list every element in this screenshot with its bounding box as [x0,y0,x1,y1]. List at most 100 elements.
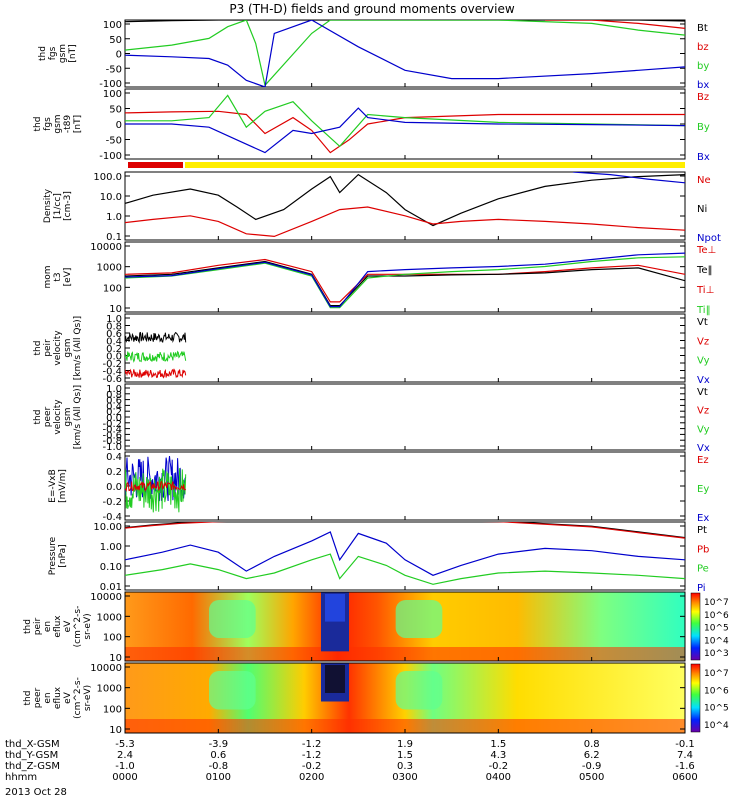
ylabel-line: peer [33,687,43,708]
ytick-label: 1000 [97,612,122,623]
legend-Te⊥: Te⊥ [696,245,716,256]
ylabel-line: en [43,621,53,632]
colorbar-label: 10^7 [704,669,729,679]
ylabel-line: peir [43,339,53,357]
plasma-blob [209,671,256,710]
ylabel-line: eflux [53,686,63,709]
legend-Vx: Vx [697,375,710,386]
time-axis-value: 2.4 [117,750,133,761]
legend-Vy: Vy [697,356,710,367]
series-Pt [125,522,685,539]
colorbar-label: 10^6 [704,686,729,696]
ytick-label: 10000 [90,592,122,603]
time-axis-value: 0300 [392,772,417,783]
series-Npot [125,252,685,308]
ytick-label: 1000 [97,684,122,695]
time-axis-value: 0000 [112,772,137,783]
ytick-label: 10000 [90,663,122,674]
ylabel-line: thd [33,410,43,425]
colorbar-label: 10^3 [704,649,729,659]
ylabel-line: peer [43,406,53,427]
time-axis-value: 4.3 [490,750,506,761]
plasma-blob [395,671,443,710]
legend-Npot: Npot [697,233,721,244]
time-axis-value: 0.3 [397,761,413,772]
series-Vy [125,350,187,363]
legend-Vz: Vz [697,406,709,417]
ytick-label: -0.2 [102,497,122,508]
ylabel-line: gsm [63,407,73,426]
ytick-label: 0.0 [106,352,122,363]
legend-Bx: Bx [697,152,710,163]
series-Bz [125,110,685,154]
ytick-label: 0.2 [106,344,122,355]
ytick-label: -1.0 [102,442,122,453]
series-Pi [125,531,685,576]
time-axis-value: -1.2 [302,739,322,750]
plot-area-temp [125,252,685,309]
ylabel-line: eflux [53,615,63,638]
series-Ey [125,468,187,513]
ytick-label: -100 [99,79,122,90]
ytick-label: 0.01 [100,582,122,593]
ytick-label: 0.4 [106,452,122,463]
ytick-label: 100 [103,283,122,294]
ylabel-line: velocity [53,330,63,366]
low-energy-band [125,647,685,661]
ylabel-line: [eV] [63,268,73,287]
ytick-label: 1.0 [106,314,122,325]
ytick-label: 1.0 [106,384,122,395]
ylabel-line: sr-eV) [83,685,93,711]
ylabel-line: eV [63,620,73,633]
legend-Ni: Ni [697,204,707,215]
ytick-label: 0.2 [106,407,122,418]
ylabel-line: (cm^2-s- [73,677,83,719]
ytick-label: -0.4 [102,512,122,523]
plot-area-vpeir [125,331,187,379]
time-axis-value: 0500 [579,772,604,783]
mode-bar [128,162,685,168]
panel-ion_spec: 10000 1000 100 10 thd peir en eflux eV (cm^2-s-sr… [23,591,729,664]
plot-area-pressure [125,522,685,585]
series-Npot [572,172,685,184]
legend-Ti‖: Ti‖ [696,305,711,316]
series-By [125,94,685,148]
colorbar-label: 10^4 [704,721,729,731]
legend-bx: bx [697,80,709,91]
legend-Bt: Bt [697,23,708,34]
ylabel-line: gsm [53,114,63,133]
ytick-label: 1.0 [106,212,122,223]
time-axis-value: -0.2 [489,761,509,772]
ytick-label: 0.8 [106,322,122,333]
spectrogram-ion_spec [125,592,685,661]
ytick-label: -0.6 [102,430,122,441]
ytick-label: -0.2 [102,359,122,370]
legend-Ey: Ey [697,484,709,495]
ytick-label: 10 [109,304,122,315]
time-axis-value: 0600 [672,772,697,783]
ylabel-line: thd [23,691,33,706]
series-by [125,20,685,87]
ytick-label: -50 [106,136,122,147]
legend-By: By [697,122,710,133]
mode-bar-slow [128,162,183,168]
legend-Pt: Pt [697,525,707,536]
time-axis-value: 6.2 [584,750,600,761]
time-axis-value: -0.2 [302,761,322,772]
ylabel-line: Pressure [48,536,58,575]
legend-Vt: Vt [697,387,708,398]
ytick-label: 0.10 [100,562,122,573]
series-bx [125,20,685,87]
series-Vt [125,331,187,344]
ylabel-line: gsm [63,338,73,357]
ytick-label: -0.4 [102,425,122,436]
panel-frame [124,19,686,88]
ytick-label: 100 [103,704,122,715]
time-axis-value: -0.9 [582,761,602,772]
time-axis-value: 1.9 [397,739,413,750]
panel-ele_spec: 10000 1000 100 10 thd peer en eflux eV (cm^2-s-sr… [23,662,729,736]
series-Pe [125,553,685,585]
legend-Vx: Vx [697,443,710,454]
legend-Vy: Vy [697,424,710,435]
panel-frame [124,171,686,241]
